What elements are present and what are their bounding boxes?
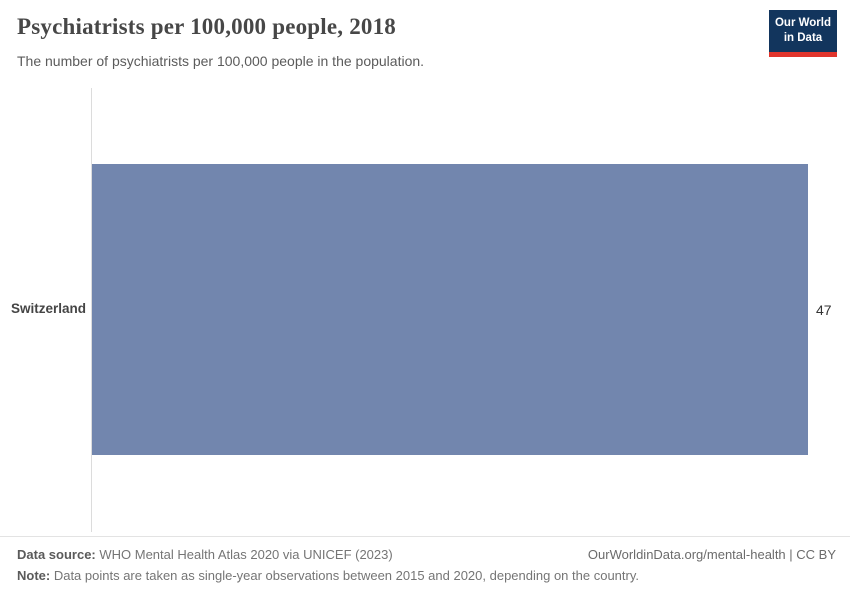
footer-divider [0,536,850,537]
bar-switzerland[interactable] [92,164,808,455]
owid-logo[interactable]: Our World in Data [769,10,837,57]
chart-title: Psychiatrists per 100,000 people, 2018 [17,14,396,39]
owid-logo-line1: Our World [774,17,831,30]
note-line: Note: Data points are taken as single-ye… [17,568,639,583]
bar-value-label: 47 [816,301,832,318]
y-axis-line [91,88,92,532]
data-source-text: WHO Mental Health Atlas 2020 via UNICEF … [95,547,393,562]
owid-logo-line2: in Data [783,32,823,44]
note-text: Data points are taken as single-year obs… [50,568,639,583]
chart-subtitle: The number of psychiatrists per 100,000 … [17,53,425,69]
bar-track: 47 [92,164,832,455]
data-source-label: Data source: [17,547,96,562]
owid-credit-link[interactable]: OurWorldinData.org/mental-health | CC BY [587,547,836,562]
entity-label-switzerland: Switzerland [10,301,86,316]
data-source-line: Data source: WHO Mental Health Atlas 202… [17,547,393,562]
note-label: Note: [17,568,51,583]
